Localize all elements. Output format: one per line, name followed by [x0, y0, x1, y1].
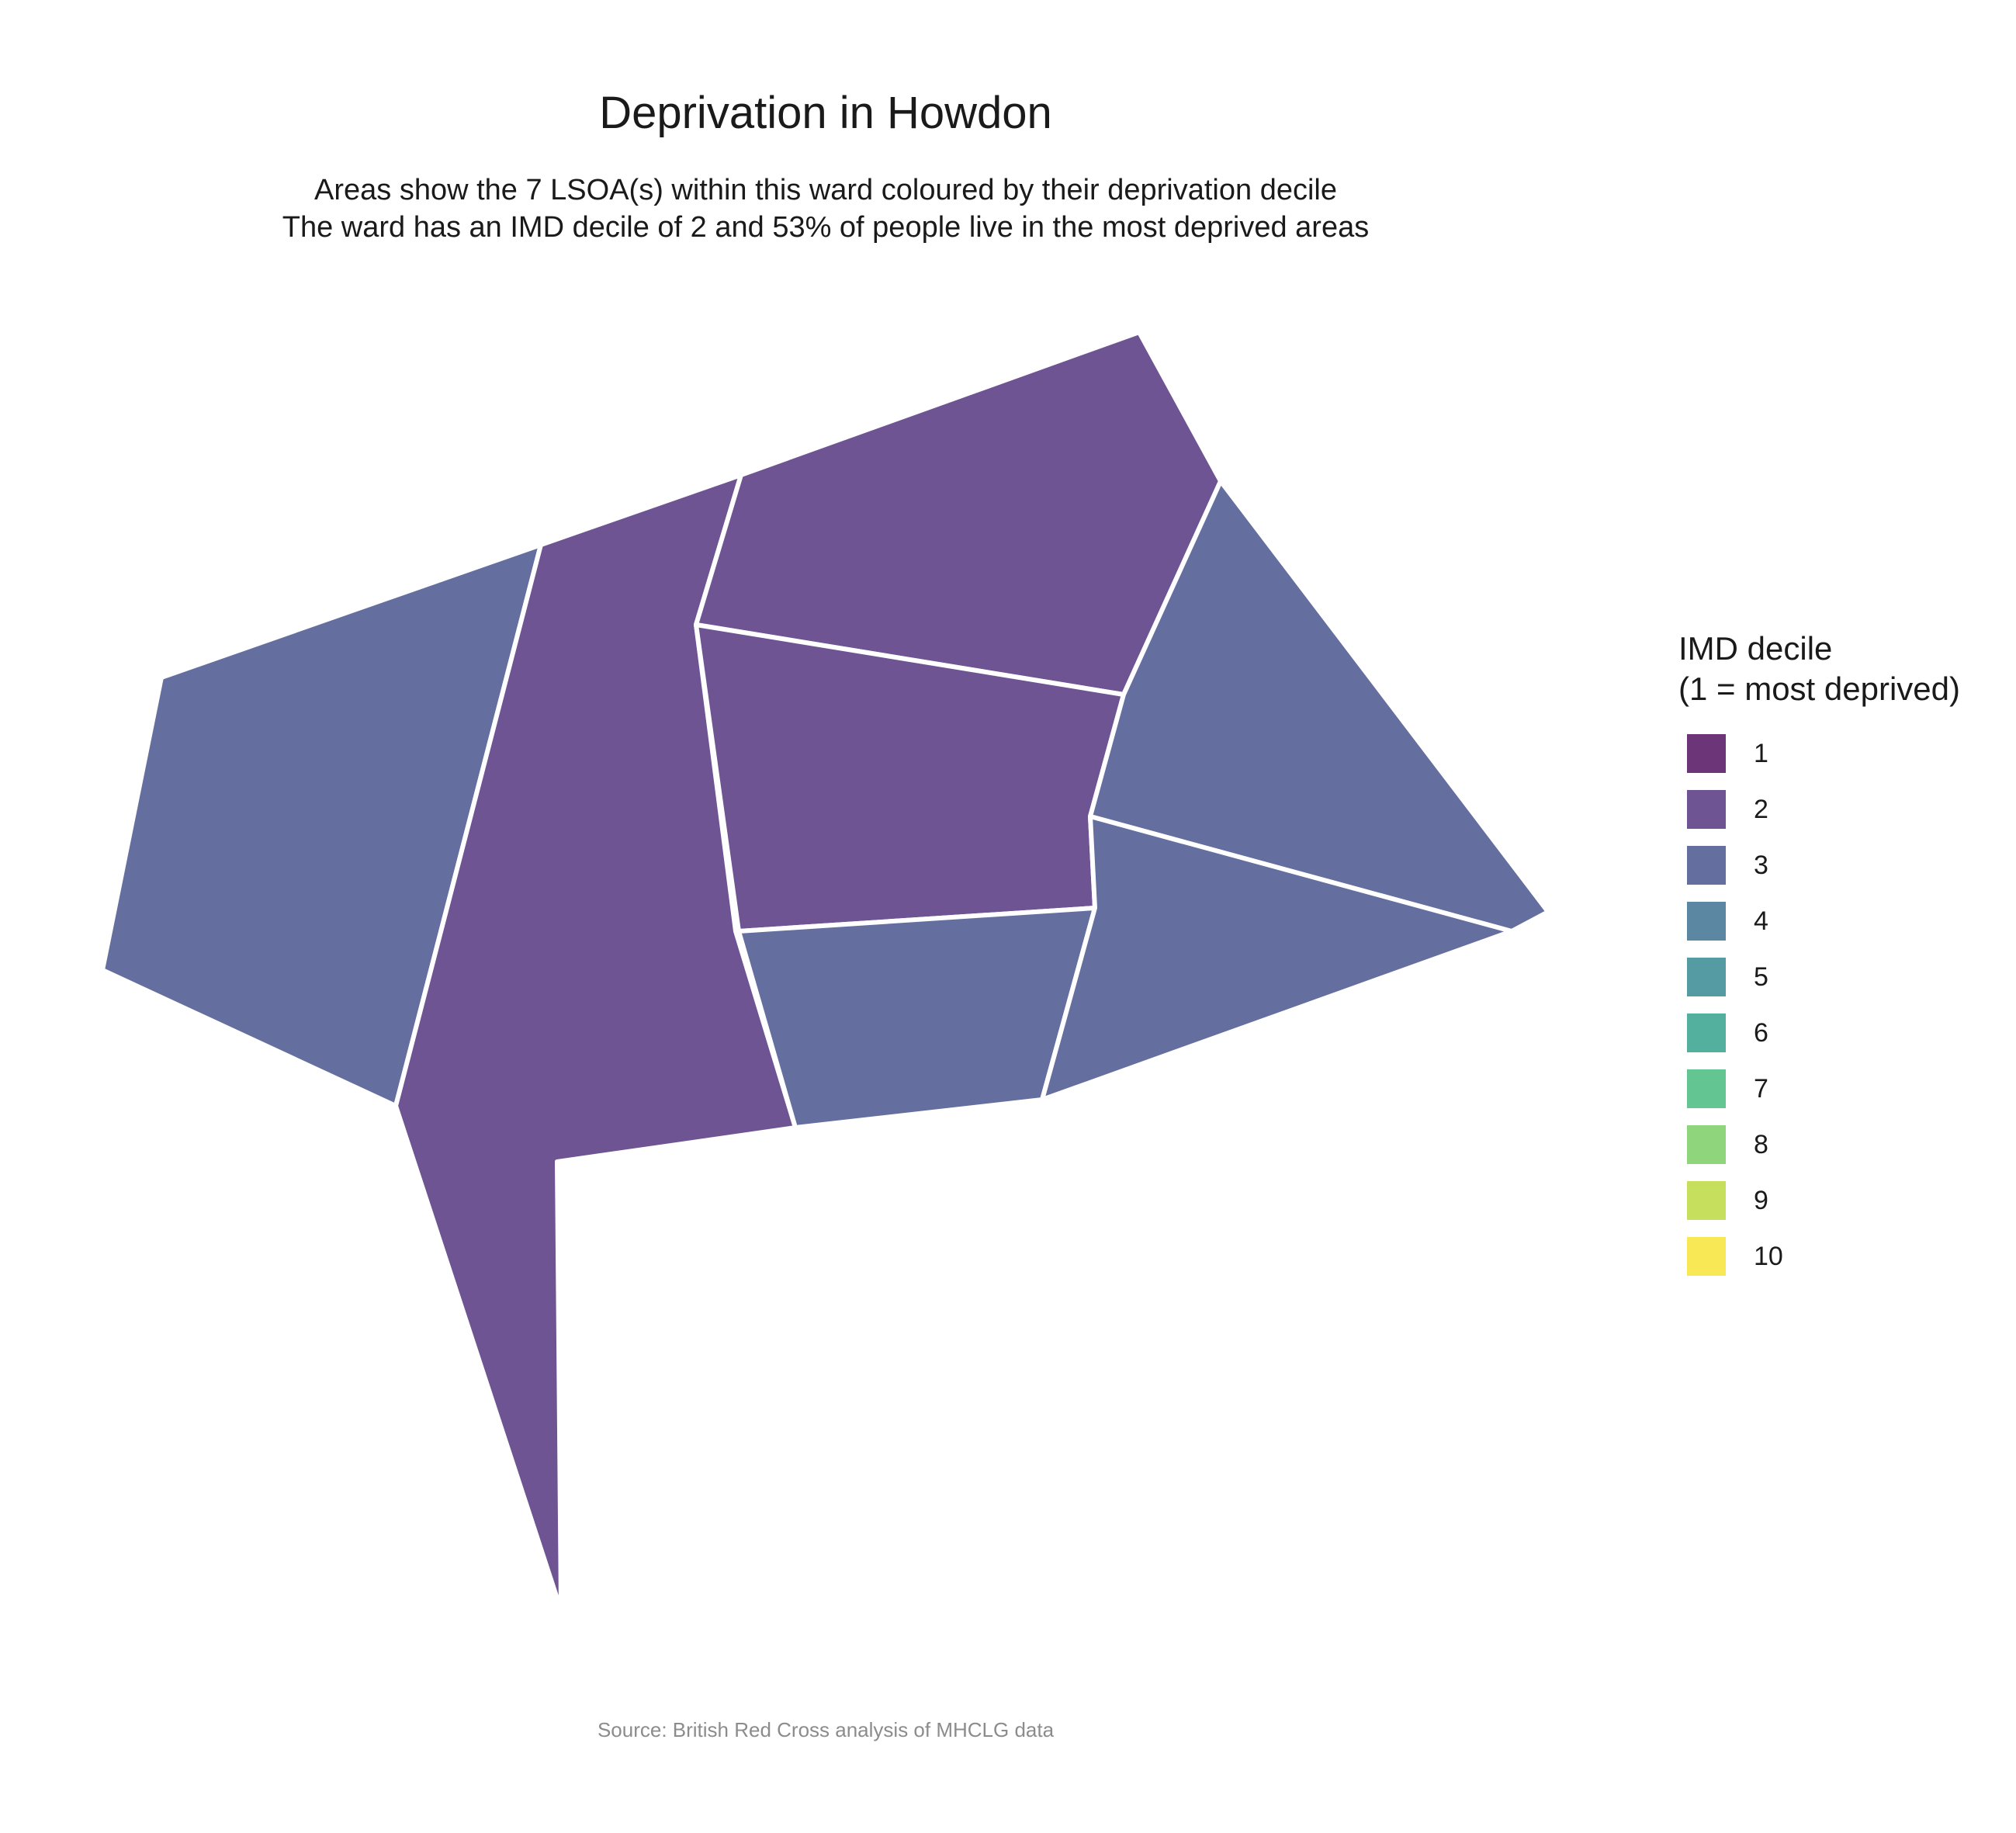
legend-label-4: 4 — [1754, 906, 1768, 936]
chart-title: Deprivation in Howdon — [599, 88, 1052, 138]
legend-swatch-3 — [1687, 846, 1726, 885]
legend-item-10: 10 — [1678, 1237, 1960, 1293]
legend-swatch-5 — [1687, 958, 1726, 996]
source-caption: Source: British Red Cross analysis of MH… — [597, 1718, 1055, 1741]
legend-swatch-8 — [1687, 1125, 1726, 1164]
legend-swatch-9 — [1687, 1181, 1726, 1220]
legend-item-7: 7 — [1678, 1069, 1960, 1125]
legend-label-1: 1 — [1754, 739, 1768, 768]
legend-label-8: 8 — [1754, 1130, 1768, 1159]
legend-item-3: 3 — [1678, 846, 1960, 902]
legend-swatch-7 — [1687, 1069, 1726, 1108]
lsoa-south-east — [1040, 814, 1514, 1102]
legend-title-line-2: (1 = most deprived) — [1678, 670, 1960, 707]
legend-label-5: 5 — [1754, 962, 1768, 992]
legend-swatch-6 — [1687, 1014, 1726, 1052]
chart-subtitle-line-1: Areas show the 7 LSOA(s) within this war… — [314, 174, 1337, 206]
legend-swatch-4 — [1687, 902, 1726, 941]
legend-item-6: 6 — [1678, 1014, 1960, 1069]
legend: IMD decile (1 = most deprived) 1 2 3 4 5 6 7 8 9… — [1678, 629, 1960, 1293]
legend-label-9: 9 — [1754, 1186, 1768, 1215]
legend-swatch-2 — [1687, 790, 1726, 829]
legend-item-9: 9 — [1678, 1181, 1960, 1237]
legend-items: 1 2 3 4 5 6 7 8 9 10 — [1678, 734, 1960, 1293]
legend-item-8: 8 — [1678, 1125, 1960, 1181]
chart-subtitle-line-2: The ward has an IMD decile of 2 and 53% … — [282, 211, 1370, 244]
legend-item-4: 4 — [1678, 902, 1960, 958]
legend-item-2: 2 — [1678, 790, 1960, 846]
legend-title-line-1: IMD decile — [1678, 630, 1833, 667]
legend-label-6: 6 — [1754, 1018, 1768, 1048]
legend-item-5: 5 — [1678, 958, 1960, 1014]
legend-label-3: 3 — [1754, 851, 1768, 880]
legend-label-10: 10 — [1754, 1242, 1783, 1271]
legend-item-1: 1 — [1678, 734, 1960, 790]
legend-label-7: 7 — [1754, 1074, 1768, 1104]
legend-label-2: 2 — [1754, 795, 1768, 824]
legend-swatch-10 — [1687, 1237, 1726, 1276]
legend-swatch-1 — [1687, 734, 1726, 773]
